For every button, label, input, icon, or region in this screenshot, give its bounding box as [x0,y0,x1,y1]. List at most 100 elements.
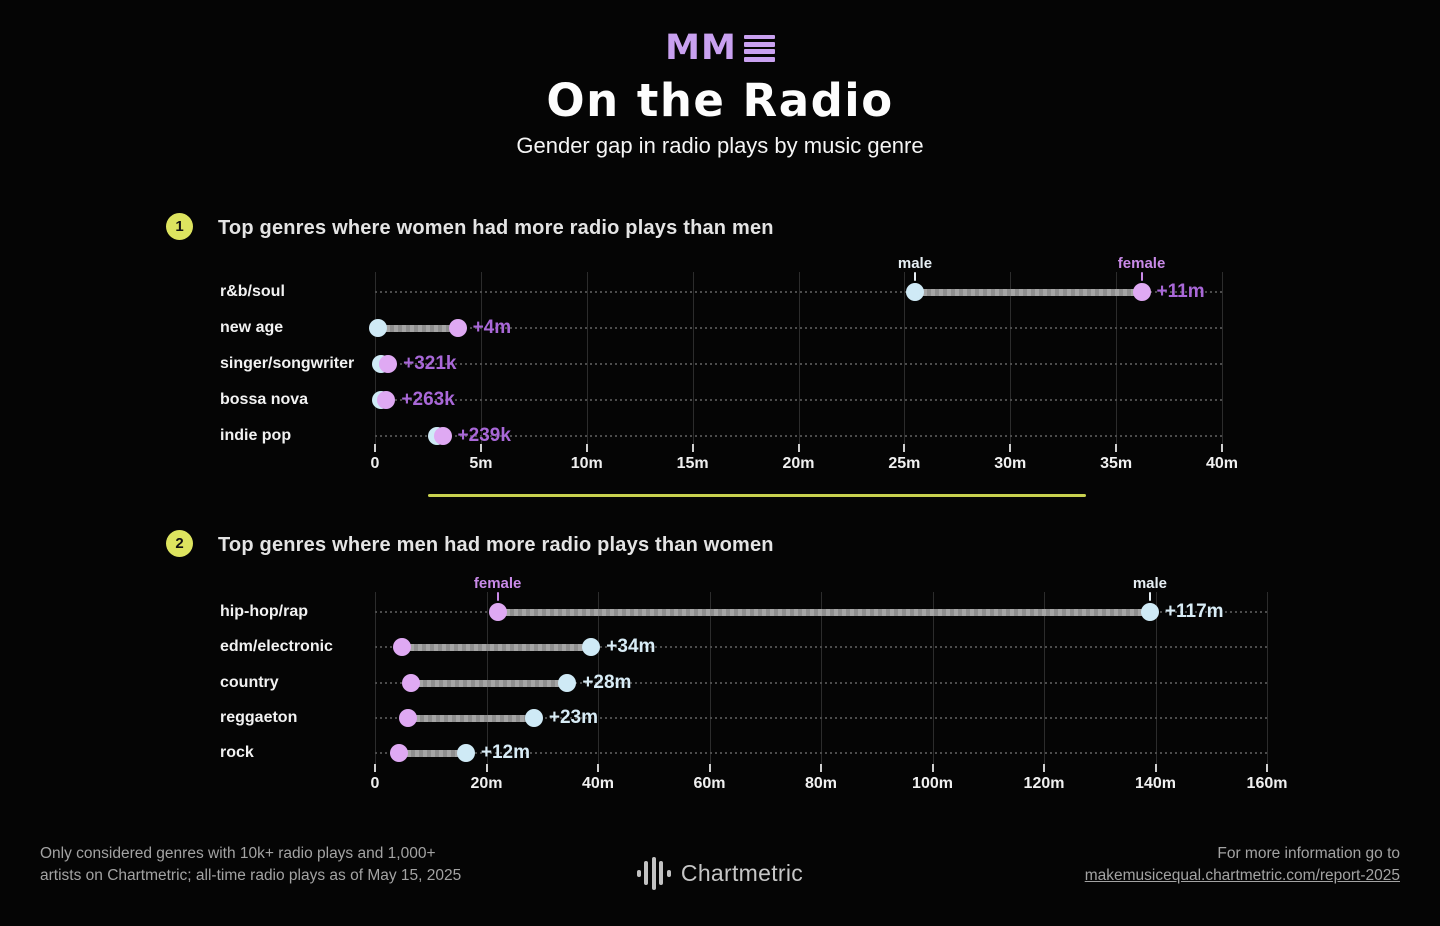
gap-value-label: +12m [480,742,530,763]
axis-tick [374,764,376,772]
gap-value-label: +117m [1164,601,1224,622]
male-annotation-tick [1148,592,1151,601]
gridline [1267,592,1268,772]
gridline [1116,272,1118,452]
axis-tick-label: 0 [370,455,380,472]
row-leader-line [375,399,1222,401]
gridline [480,272,482,452]
genre-label: hip-hop/rap [220,603,308,620]
mme-logo: MM [0,28,1440,68]
axis-tick-label: 0 [370,775,380,792]
axis-tick [691,444,694,452]
gap-connector [914,288,1142,296]
row-leader-line [375,717,1267,719]
row-leader-line [375,435,1222,437]
mme-logo-text: MM [665,28,737,68]
male-dot [524,709,543,727]
axis-tick-label: 10m [570,455,603,472]
axis-tick [1154,764,1157,772]
female-dot [402,674,421,692]
gap-value-label: +4m [472,317,512,338]
axis-tick-label: 35m [1100,455,1133,472]
male-dot [558,674,577,692]
section-divider [428,494,1086,497]
gap-value-label: +34m [606,636,656,657]
gap-connector [411,679,568,687]
axis-tick-label: 80m [804,775,838,792]
gap-connector [398,749,466,757]
menu-bars-icon [743,34,775,62]
axis-tick-label: 40m [1205,455,1239,472]
section-1-badge: 1 [166,213,193,240]
gap-connector [497,608,1150,616]
male-annotation-tick [913,272,916,281]
axis-tick-label: 40m [581,775,615,792]
genre-label: rock [220,744,254,761]
female-annotation-label: female [473,575,522,592]
female-dot [377,391,396,409]
axis-tick-label: 100m [912,775,953,792]
axis-tick [1266,764,1268,772]
axis-tick [931,764,934,772]
chartmetric-logo: Chartmetric [0,856,1440,890]
female-dot [389,744,408,762]
gap-value-label: +23m [548,707,598,728]
male-dot [582,638,601,656]
female-dot [392,638,411,656]
section-2-badge: 2 [166,530,193,557]
row-leader-line [375,363,1222,365]
axis-tick-label: 25m [888,455,921,472]
row-leader-line [375,646,1267,648]
page-subtitle: Gender gap in radio plays by music genre [516,133,924,158]
row-leader-line [375,327,1222,329]
male-dot [369,319,388,337]
axis-tick-label: 160m [1246,775,1288,792]
axis-tick [1115,444,1118,452]
gap-connector [401,643,592,651]
genre-label: singer/songwriter [220,355,355,372]
soundwave-icon [636,856,671,890]
genre-label: r&b/soul [220,283,285,300]
male-annotation-label: male [897,255,933,272]
gap-value-label: +11m [1156,281,1205,302]
genre-label: indie pop [220,427,292,444]
gridline [1222,272,1223,452]
axis-tick [585,444,588,452]
axis-tick [903,444,906,452]
genre-label: bossa nova [220,391,309,408]
female-dot [399,709,418,727]
gap-value-label: +263k [401,389,455,410]
axis-tick [1221,444,1223,452]
female-annotation-label: female [1117,255,1166,272]
axis-tick [374,444,376,452]
male-dot [456,744,475,762]
axis-tick-label: 140m [1135,775,1176,792]
female-dot [1132,283,1151,301]
female-annotation-tick [496,592,499,601]
report-link[interactable]: makemusicequal.chartmetric.com/report-20… [1084,867,1400,884]
footnote-line-2: artists on Chartmetric; all-time radio p… [40,867,462,884]
axis-tick-label: 30m [994,455,1027,472]
page-title: On the Radio [546,74,894,127]
gridline [904,272,906,452]
axis-tick [820,764,822,772]
plot-area: 0 5m 10m 15m 20m 25m 30m 35m 40m +11m +4m +321k +263… [369,255,1238,485]
footnote: Only considered genres with 10k+ radio p… [40,843,461,887]
chart-women-more-plays: r&b/soul new age singer/songwriter bossa no… [0,255,1440,485]
footnote-line-1: Only considered genres with 10k+ radio p… [40,845,436,862]
gap-value-label: +239k [457,425,511,446]
axis-tick-label: 20m [782,455,815,472]
gridline [798,272,800,452]
axis-tick [797,444,800,452]
row-leader-line [375,682,1267,684]
male-dot [1140,603,1159,621]
genre-label: country [220,674,279,691]
genre-label: edm/electronic [220,638,333,655]
genre-label: new age [220,319,284,336]
chart-men-more-plays: hip-hop/rap edm/electronic country reggaeto… [0,575,1440,805]
axis-tick [597,764,599,772]
chartmetric-wordmark: Chartmetric [680,859,804,886]
gap-connector [408,714,534,722]
row-leader-line [375,291,1222,293]
